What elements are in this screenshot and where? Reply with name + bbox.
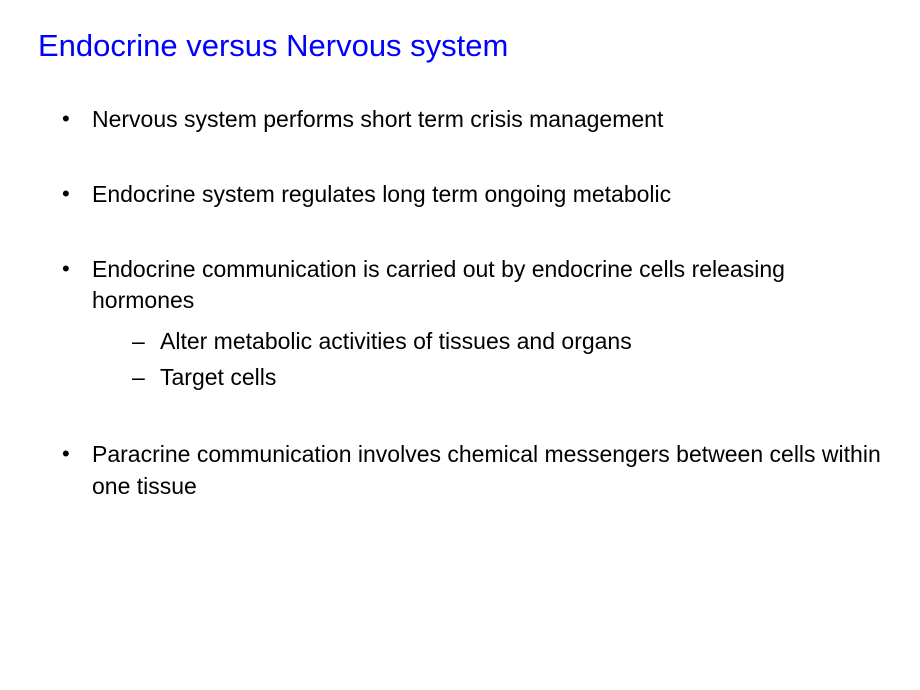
list-item: Endocrine system regulates long term ong… — [62, 179, 890, 210]
list-item-text: Paracrine communication involves chemica… — [92, 441, 881, 498]
list-item: Paracrine communication involves chemica… — [62, 439, 890, 501]
sub-list: Alter metabolic activities of tissues an… — [92, 324, 890, 395]
list-item: Nervous system performs short term crisi… — [62, 104, 890, 135]
sub-list-item-text: Alter metabolic activities of tissues an… — [160, 328, 632, 354]
list-item: Endocrine communication is carried out b… — [62, 254, 890, 395]
slide: Endocrine versus Nervous system Nervous … — [0, 0, 920, 690]
list-item-text: Nervous system performs short term crisi… — [92, 106, 663, 132]
sub-list-item: Target cells — [132, 360, 890, 396]
sub-list-item: Alter metabolic activities of tissues an… — [132, 324, 890, 360]
slide-title: Endocrine versus Nervous system — [38, 28, 890, 64]
sub-list-item-text: Target cells — [160, 364, 276, 390]
bullet-list: Nervous system performs short term crisi… — [30, 104, 890, 502]
list-item-text: Endocrine system regulates long term ong… — [92, 181, 671, 207]
list-item-text: Endocrine communication is carried out b… — [92, 256, 785, 313]
